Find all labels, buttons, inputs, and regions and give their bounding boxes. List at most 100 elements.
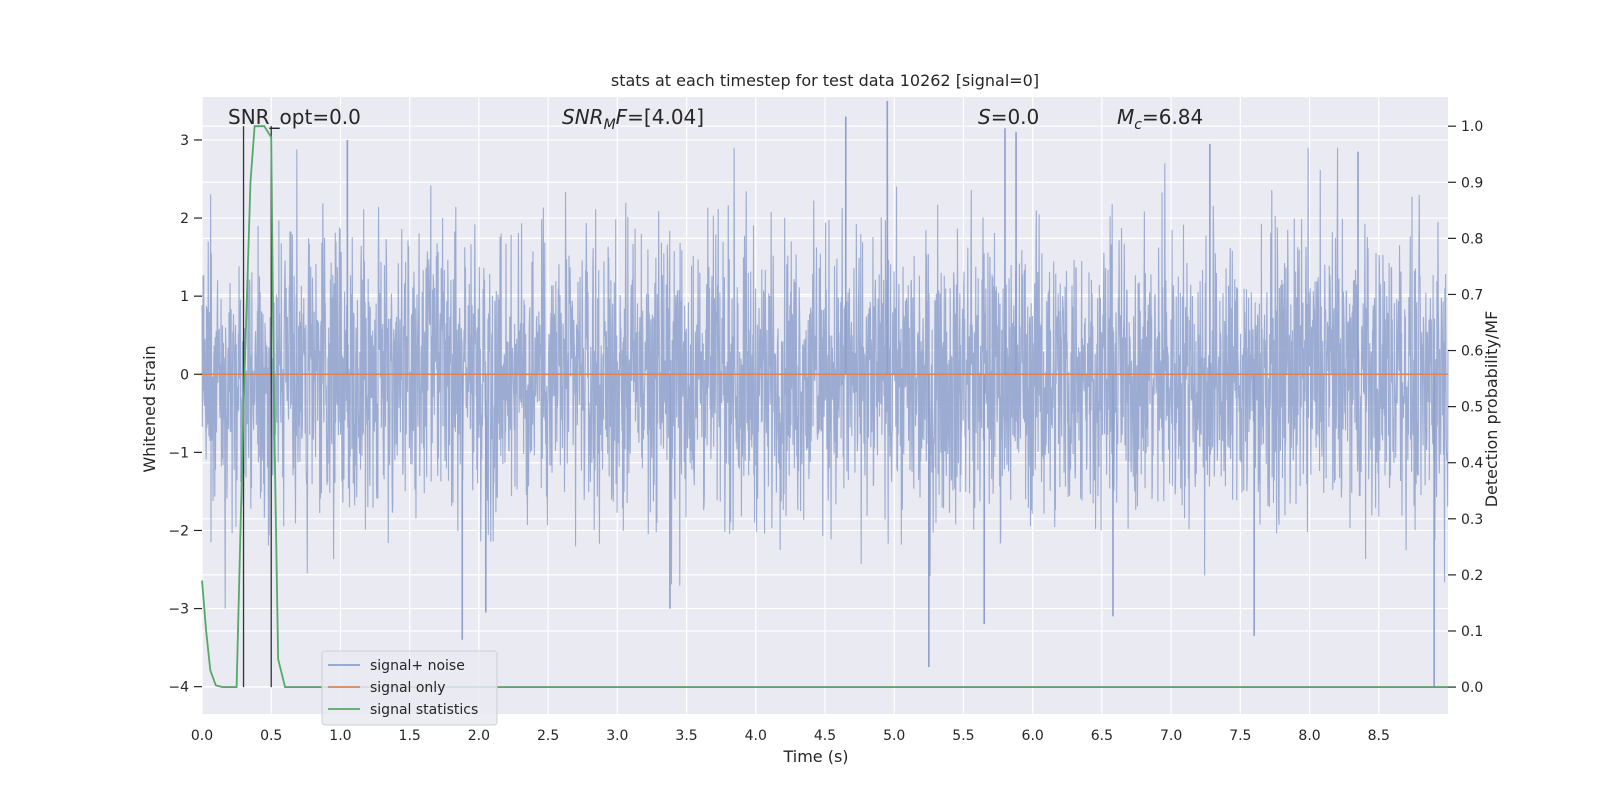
y-right-tick-label: 0.8 [1461,231,1483,247]
annotation-part: SNR_opt=0.0 [228,105,361,129]
series-signal-noise [201,100,1449,687]
x-tick-label: 8.0 [1298,728,1320,744]
y-right-tick-label: 0.9 [1461,175,1483,191]
annotation-part: =0.0 [991,105,1040,129]
y-left-tick: 3 [180,133,202,149]
y-right-tick: 0.9 [1448,175,1483,191]
y-axis-left-label: Whitened strain [140,345,159,472]
y-right-tick: 0.7 [1448,287,1483,303]
y-right-tick: 0.5 [1448,400,1483,416]
y-left-tick: −1 [168,445,202,461]
annotation-part: M [604,117,616,133]
y-right-tick-label: 0.1 [1461,624,1483,640]
y-left-tick-label: −2 [168,523,189,539]
x-tick: 3.5 [675,728,697,744]
y-left-tick-label: 3 [180,133,189,149]
x-tick-label: 1.5 [399,728,421,744]
x-tick: 1.0 [329,728,351,744]
legend-label: signal+ noise [370,658,465,674]
x-tick-label: 6.5 [1091,728,1113,744]
y-left-tick: −2 [168,523,202,539]
legend: signal+ noise signal only signal statistic… [321,650,498,726]
y-right-tick: 0.3 [1448,512,1483,528]
x-tick: 5.5 [952,728,974,744]
x-tick: 0.5 [260,728,282,744]
x-tick-label: 4.5 [814,728,836,744]
y-right-tick-label: 0.5 [1461,400,1483,416]
y-right-tick-label: 0.0 [1461,680,1483,696]
annotation-s: S=0.0 [978,105,1039,129]
legend-label: signal statistics [370,702,478,718]
x-tick: 2.0 [468,728,490,744]
x-tick: 1.5 [399,728,421,744]
y-axis-left-ticks: −4 −3 −2 −1 0 1 2 3 [168,133,202,696]
grid [201,97,1448,714]
x-axis-ticks: 0.0 0.5 1.0 1.5 2.0 2.5 3.0 3.5 4.0 4.5 5.0 5.5 6.0 6… [191,728,1390,744]
y-left-tick: 1 [180,289,202,305]
x-tick: 8.5 [1368,728,1390,744]
legend-label: signal only [370,680,445,696]
series-signal-statistics [201,125,1448,688]
x-tick-label: 2.5 [537,728,559,744]
y-axis-right-ticks: 0.0 0.1 0.2 0.3 0.4 0.5 0.6 0.7 0.8 0.9 1.0 [1448,119,1483,696]
x-tick-label: 1.0 [329,728,351,744]
x-tick: 3.0 [606,728,628,744]
x-tick-label: 3.5 [675,728,697,744]
noise-trace [201,147,1449,609]
x-tick-label: 0.5 [260,728,282,744]
y-left-tick-label: −4 [168,680,189,696]
annotation-snr-opt: SNR_opt=0.0 [228,105,361,129]
y-left-tick: −3 [168,602,202,618]
y-right-tick-label: 0.7 [1461,287,1483,303]
y-right-tick-label: 0.3 [1461,512,1483,528]
annotation-snr-mf: SNRMF=[4.04] [562,105,704,133]
y-right-tick: 0.6 [1448,344,1483,360]
annotation-part: M [1117,105,1134,129]
x-tick: 6.5 [1091,728,1113,744]
y-left-tick-label: −3 [168,602,189,618]
y-right-tick-label: 0.4 [1461,456,1483,472]
x-tick: 7.5 [1229,728,1251,744]
chart-title: stats at each timestep for test data 102… [611,71,1039,90]
legend-box [321,650,498,726]
x-tick-label: 6.0 [1022,728,1044,744]
annotation-part: =[4.04] [627,105,704,129]
annotation-part: F [616,105,628,129]
x-tick: 8.0 [1298,728,1320,744]
annotation-part: SNR [562,105,604,129]
y-right-tick-label: 1.0 [1461,119,1483,135]
y-right-tick-label: 0.2 [1461,568,1483,584]
y-right-tick-label: 0.6 [1461,344,1483,360]
y-left-tick: −4 [168,680,202,696]
annotations: SNR_opt=0.0 SNRMF=[4.04] S=0.0 Mc=6.84 [228,105,1203,133]
y-right-tick: 1.0 [1448,119,1483,135]
x-tick-label: 3.0 [606,728,628,744]
annotation-part: c [1134,117,1142,133]
x-tick: 6.0 [1022,728,1044,744]
x-tick-label: 7.0 [1160,728,1182,744]
y-left-tick: 2 [180,211,202,227]
annotation-part: =6.84 [1142,105,1203,129]
x-axis-label: Time (s) [782,747,848,766]
y-left-tick-label: −1 [168,445,189,461]
x-tick: 7.0 [1160,728,1182,744]
x-tick-label: 7.5 [1229,728,1251,744]
annotation-part: S [978,105,991,129]
y-left-tick-label: 1 [180,289,189,305]
x-tick: 4.5 [814,728,836,744]
x-tick-label: 0.0 [191,728,213,744]
x-tick: 5.0 [883,728,905,744]
y-right-tick: 0.2 [1448,568,1483,584]
x-tick-label: 8.5 [1368,728,1390,744]
x-tick: 0.0 [191,728,213,744]
y-left-tick: 0 [180,367,202,383]
y-right-tick: 0.4 [1448,456,1483,472]
x-tick-label: 4.0 [745,728,767,744]
annotation-mc: Mc=6.84 [1117,105,1203,133]
x-tick-label: 5.5 [952,728,974,744]
x-tick-label: 2.0 [468,728,490,744]
statistics-line [201,125,1448,688]
x-tick-label: 5.0 [883,728,905,744]
y-right-tick: 0.0 [1448,680,1483,696]
